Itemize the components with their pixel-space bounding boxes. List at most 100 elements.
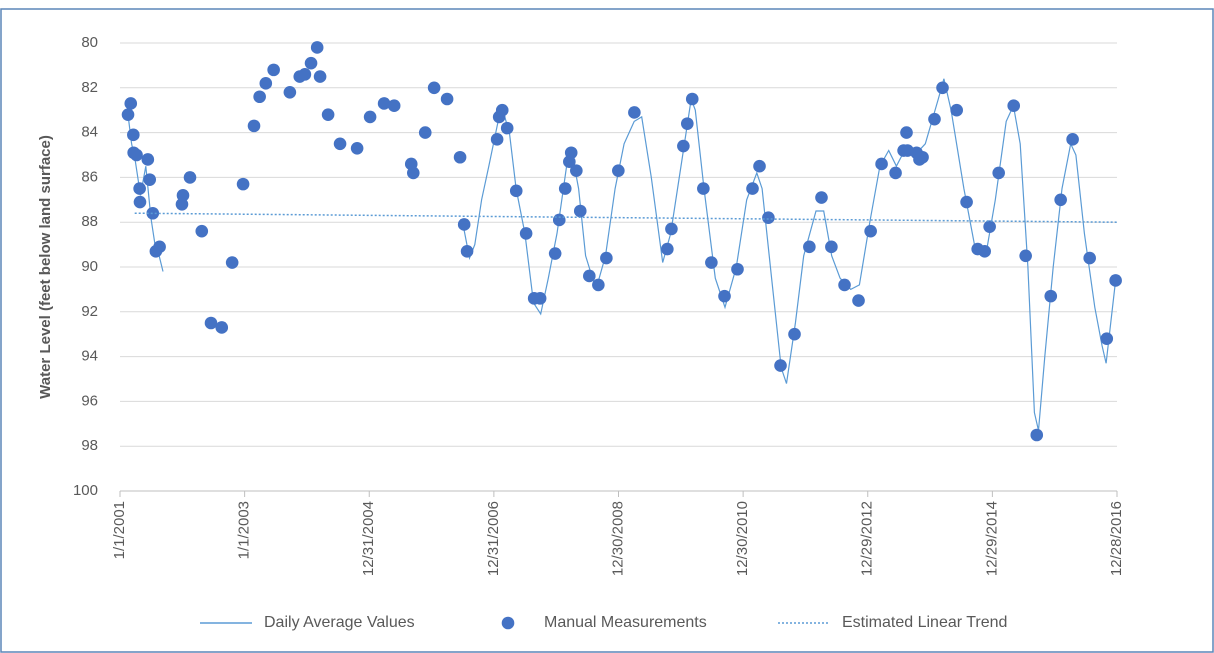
marker (406, 166, 420, 180)
marker (204, 316, 218, 330)
marker (253, 90, 266, 104)
marker (215, 321, 229, 334)
y-tick-label: 82 (81, 79, 98, 96)
marker (983, 220, 996, 233)
marker (141, 153, 155, 166)
marker (127, 128, 140, 142)
marker (875, 157, 888, 171)
marker (1066, 133, 1079, 146)
y-axis-label: Water Level (feet below land surface) (37, 135, 54, 399)
x-tick-label: 12/30/2008 (609, 501, 626, 576)
marker (225, 256, 239, 269)
marker (153, 240, 166, 254)
marker (418, 126, 432, 139)
marker (1054, 193, 1067, 207)
marker (548, 247, 562, 260)
y-tick-label: 84 (81, 124, 98, 141)
marker (143, 173, 157, 186)
legend-label: Estimated Linear Trend (842, 614, 1007, 631)
marker (889, 166, 902, 180)
marker (746, 182, 759, 195)
marker (440, 92, 454, 106)
marker (236, 177, 250, 191)
marker (661, 242, 674, 256)
marker (838, 278, 851, 292)
marker (685, 92, 699, 106)
marker (183, 171, 197, 184)
marker (377, 97, 391, 110)
marker (509, 184, 523, 198)
marker (583, 269, 596, 283)
marker (519, 227, 533, 240)
marker (176, 189, 190, 202)
marker (283, 85, 297, 99)
marker (718, 289, 731, 303)
legend-label: Manual Measurements (544, 614, 707, 631)
marker (133, 195, 147, 209)
legend-label: Daily Average Values (264, 614, 415, 631)
marker (762, 211, 775, 225)
marker (552, 213, 566, 227)
marker (267, 63, 280, 77)
marker (558, 182, 572, 195)
y-tick-label: 86 (81, 168, 98, 185)
marker (1007, 99, 1021, 113)
marker (570, 164, 583, 177)
marker (992, 166, 1005, 180)
x-tick-label: 12/29/2012 (859, 501, 876, 576)
marker (978, 245, 991, 258)
marker (1019, 249, 1032, 263)
marker (803, 240, 816, 254)
marker (573, 204, 587, 218)
marker (247, 119, 261, 133)
marker (950, 103, 963, 117)
marker (788, 327, 801, 341)
marker (533, 292, 547, 305)
marker (313, 70, 327, 83)
y-tick-label: 80 (81, 34, 98, 51)
x-tick-label: 12/31/2004 (360, 501, 377, 576)
y-tick-label: 90 (81, 258, 98, 275)
marker (677, 139, 690, 153)
marker (387, 99, 401, 113)
marker (457, 218, 471, 231)
legend-marker (501, 616, 515, 630)
marker (960, 195, 973, 209)
frame (0, 8, 1214, 653)
marker (310, 41, 324, 54)
marker (1083, 251, 1096, 265)
x-tick-label: 12/30/2010 (734, 501, 751, 576)
marker (133, 182, 146, 195)
marker (490, 133, 504, 146)
marker (680, 117, 694, 130)
marker (825, 240, 838, 254)
y-tick-label: 98 (81, 437, 98, 454)
x-tick-label: 12/28/2016 (1108, 501, 1125, 576)
marker (427, 81, 441, 95)
marker (146, 206, 160, 220)
marker (936, 81, 949, 95)
marker (321, 108, 335, 121)
y-tick-label: 94 (81, 348, 98, 365)
marker (195, 224, 209, 238)
marker (453, 150, 467, 164)
marker (697, 182, 710, 195)
marker (363, 110, 377, 124)
marker (130, 148, 143, 162)
y-tick-label: 88 (81, 213, 98, 230)
marker (600, 251, 613, 265)
marker (500, 121, 514, 135)
marker (928, 112, 941, 126)
x-tick-label: 1/1/2003 (236, 501, 253, 559)
marker (333, 137, 347, 151)
y-tick-label: 96 (81, 392, 98, 409)
marker (1109, 274, 1122, 287)
marker (1044, 289, 1058, 303)
marker (592, 278, 605, 292)
marker (815, 191, 828, 204)
marker (628, 106, 641, 119)
x-tick-label: 12/29/2014 (983, 501, 1000, 576)
marker (495, 103, 509, 117)
marker (121, 108, 135, 121)
marker (298, 68, 312, 81)
